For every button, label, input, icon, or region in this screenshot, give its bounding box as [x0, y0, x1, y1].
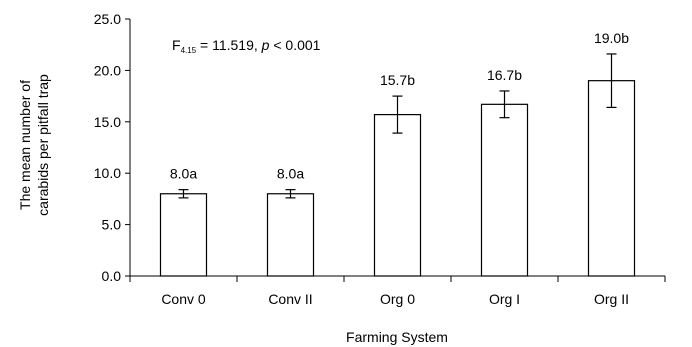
data-label: 16.7b [487, 67, 522, 83]
data-label: 15.7b [380, 72, 415, 88]
y-tick-label: 5.0 [102, 217, 122, 233]
bar [159, 193, 208, 277]
x-tick-label: Org I [489, 291, 520, 307]
bar [480, 103, 529, 277]
data-label: 8.0a [170, 166, 197, 182]
y-tick-label: 25.0 [94, 11, 121, 27]
x-tick-label: Conv II [268, 291, 312, 307]
data-label: 19.0b [594, 30, 629, 46]
y-tick-label: 0.0 [102, 268, 122, 284]
x-tick-label: Org II [594, 291, 629, 307]
y-axis-title: The mean number of carabids per pitfall … [17, 74, 51, 216]
bar [266, 193, 315, 277]
x-tick-label: Conv 0 [161, 291, 206, 307]
y-tick-label: 15.0 [94, 114, 121, 130]
y-tick-label: 20.0 [94, 62, 121, 78]
bar [373, 114, 422, 277]
y-tick-label: 10.0 [94, 165, 121, 181]
data-label: 8.0a [277, 166, 304, 182]
bar [587, 80, 636, 277]
x-tick-label: Org 0 [380, 291, 415, 307]
y-axis-title-line-2: carabids per pitfall trap [35, 74, 51, 216]
plot-area: 0.0 5.0 10.0 15.0 20.0 25.0 8.0a Conv 0 8.0a Conv… [94, 11, 666, 307]
stat-annotation: F4.15 = 11.519, p < 0.001 [172, 37, 321, 55]
y-axis-title-line-1: The mean number of [17, 80, 33, 210]
x-axis-title: Farming System [346, 329, 448, 345]
